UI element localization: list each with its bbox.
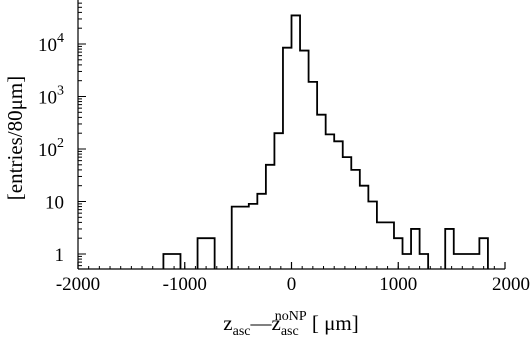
y-tick-exponent: 3 [57, 84, 64, 99]
y-tick-base: 1 [55, 245, 65, 266]
y-tick-label: 10 [45, 193, 64, 214]
x-label-z2: z [272, 311, 281, 335]
x-tick-label: 1000 [379, 274, 417, 295]
y-tick-exponent: 4 [57, 31, 64, 46]
y-tick-base: 10 [38, 140, 57, 161]
y-tick-label: 102 [38, 136, 64, 161]
x-label-z2-sup: noNP [275, 309, 307, 324]
x-label-z2-sub: asc [281, 324, 299, 339]
x-label-unit: [ μm] [307, 311, 359, 335]
y-tick-base: 10 [38, 35, 57, 56]
y-tick-exponent: 2 [57, 136, 64, 151]
y-axis-label: [entries/80μm] [3, 76, 27, 200]
x-tick-label: -2000 [56, 274, 100, 295]
x-ticks: -2000 -1000 0 1000 2000 [56, 262, 530, 295]
y-tick-base: 10 [38, 88, 57, 109]
x-tick-label: 2000 [492, 274, 530, 295]
x-label-dash: — [250, 311, 273, 335]
histogram-step-line [162, 14, 489, 269]
x-tick-label: 0 [287, 274, 297, 295]
x-tick-label: -1000 [163, 274, 207, 295]
x-axis-label: zasc—zascnoNP [ μm] [223, 309, 358, 339]
x-label-z: z [223, 311, 232, 335]
y-tick-label: 103 [38, 84, 64, 109]
y-tick-base: 10 [45, 193, 64, 214]
y-tick-label: 104 [38, 31, 64, 56]
x-label-z-sub: asc [233, 324, 251, 339]
y-tick-label: 1 [55, 245, 65, 266]
